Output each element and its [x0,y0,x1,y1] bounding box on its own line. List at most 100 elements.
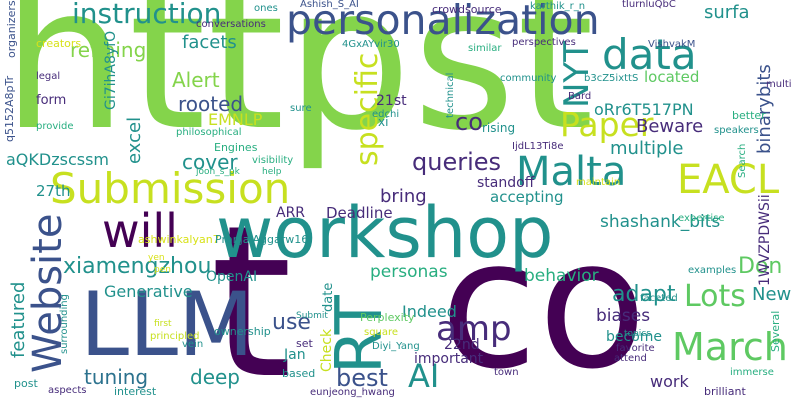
word-personas: personas [370,262,448,282]
word-yen: yen [148,253,165,263]
word-httpst: httpst [2,0,596,174]
word-conversations: conversations [196,19,266,30]
word-important: important [414,351,484,367]
word-sure: sure [290,103,312,114]
word-examples: examples [688,265,737,276]
word-creators: creators [36,37,82,50]
word-Gi7ihA8yfO: Gi7ihA8yfO [103,30,119,110]
word-will: will [102,204,178,258]
word-form: form [36,93,67,108]
word-surfa: surfa [704,2,750,23]
word-perspectives: perspectives [512,37,576,48]
word-become: become [606,329,663,345]
word-ashwinkalyan7: ashwinkalyan7 [138,233,220,246]
word-Indeed: Indeed [402,302,457,321]
word-bring: bring [380,186,427,207]
word-attend: attend [614,353,647,364]
word-facets: facets [182,32,237,53]
word-aspects: aspects [48,385,87,396]
word-Don: Don [738,254,783,279]
word-best: best [336,364,388,392]
word-Alert: Alert [172,68,220,92]
word-27th: 27th [36,182,71,200]
word-community: community [500,73,557,84]
word-help: help [262,167,282,177]
word-ARR: ARR [276,205,306,221]
word-22nd: 22nd [444,337,480,353]
word-Search: Search [737,143,748,178]
word-Diyi-Yang: Diyi_Yang [372,341,420,352]
word-speakers: speakers [714,125,759,136]
word-New: New [752,284,792,305]
word-date: date [321,282,336,312]
word-post: post [14,377,38,390]
word-located: located [644,68,700,86]
word-edchi: edchi [372,109,400,120]
word-immerse: immerse [730,367,774,378]
word-principled: principled [150,331,200,342]
word-1WVZPDWSii: 1WVZPDWSii [757,194,773,286]
word-crowdsource: crowdsource [432,3,502,16]
word-ownership: ownership [214,325,271,338]
word-eunjeong-hwang: eunjeong_hwang [310,387,395,398]
word-behavior: behavior [524,266,599,286]
word-Jan: Jan [284,347,306,363]
word-provide: provide [36,121,74,132]
word-excel: excel [124,116,145,164]
word-Beware: Beware [636,116,704,137]
word-legal: legal [36,71,61,82]
word-aQKDzscssm: aQKDzscssm [6,150,109,169]
word-Lots: Lots [684,279,746,314]
word-amp: amp [436,309,512,349]
word-co: co [440,201,647,400]
word-VishvakM: VishvakM [648,39,696,50]
word-ones: ones [254,3,278,14]
word-accepting: accepting [490,188,564,206]
word-vein: vein [182,339,204,350]
word-joon-s-pk: joon_s_pk [196,167,240,177]
word-cover: cover [182,150,238,174]
word-biases: biases [596,306,651,326]
word-co-small: co [455,108,483,136]
word-AI: AI [408,357,440,395]
word-rising: rising [482,121,516,135]
word-deep: deep [190,365,240,389]
word-OpenAI: OpenAI [206,269,258,285]
word-brilliant: brilliant [704,385,746,398]
word-Check: Check [319,328,335,372]
word-EMNLP: EMNLP [208,110,263,129]
word-PranjalAggarw16: PranjalAggarw16 [215,233,309,246]
word-square: square [364,327,399,338]
word-town: town [494,367,519,378]
word-work: work [650,372,689,391]
word-philosophical: philosophical [176,127,242,138]
word-faceted: faceted [640,293,678,304]
word-topics: topics [624,329,651,339]
word-interest: interest [114,385,157,398]
word-oRr6T517PN: oRr6T517PN [594,100,694,119]
word-q5152A8pTr: q5152A8pTr [3,75,16,142]
word-maintain: maintain [576,177,621,188]
word-March: March [672,325,788,369]
word-multi: multi [766,79,792,90]
word-personalization: personalization [286,0,600,44]
word-visibility: visibility [252,155,294,166]
word-b3cZ5ixttS: b3cZ5ixttS [584,73,639,84]
word-t: t [210,180,293,400]
word-shashank-bits: shashank_bits [600,212,721,232]
word-EACL: EACL [677,157,780,203]
word-4GxAYvir30: 4GxAYvir30 [342,39,400,50]
word-better: better [732,109,766,122]
word-Submission: Submission [50,164,291,213]
word-data: data [602,30,697,79]
word-Bard: Bard [568,91,592,102]
word-rooted: rooted [178,92,244,116]
word-use: use [272,310,311,335]
word-instruction: instruction [72,0,222,30]
word-xi: xi [378,115,389,129]
word-xiamengzhou: xiamengzhou [63,254,212,279]
word-refining: refining [70,38,147,62]
word-pen: pen [154,265,171,275]
word-first: first [154,319,172,329]
